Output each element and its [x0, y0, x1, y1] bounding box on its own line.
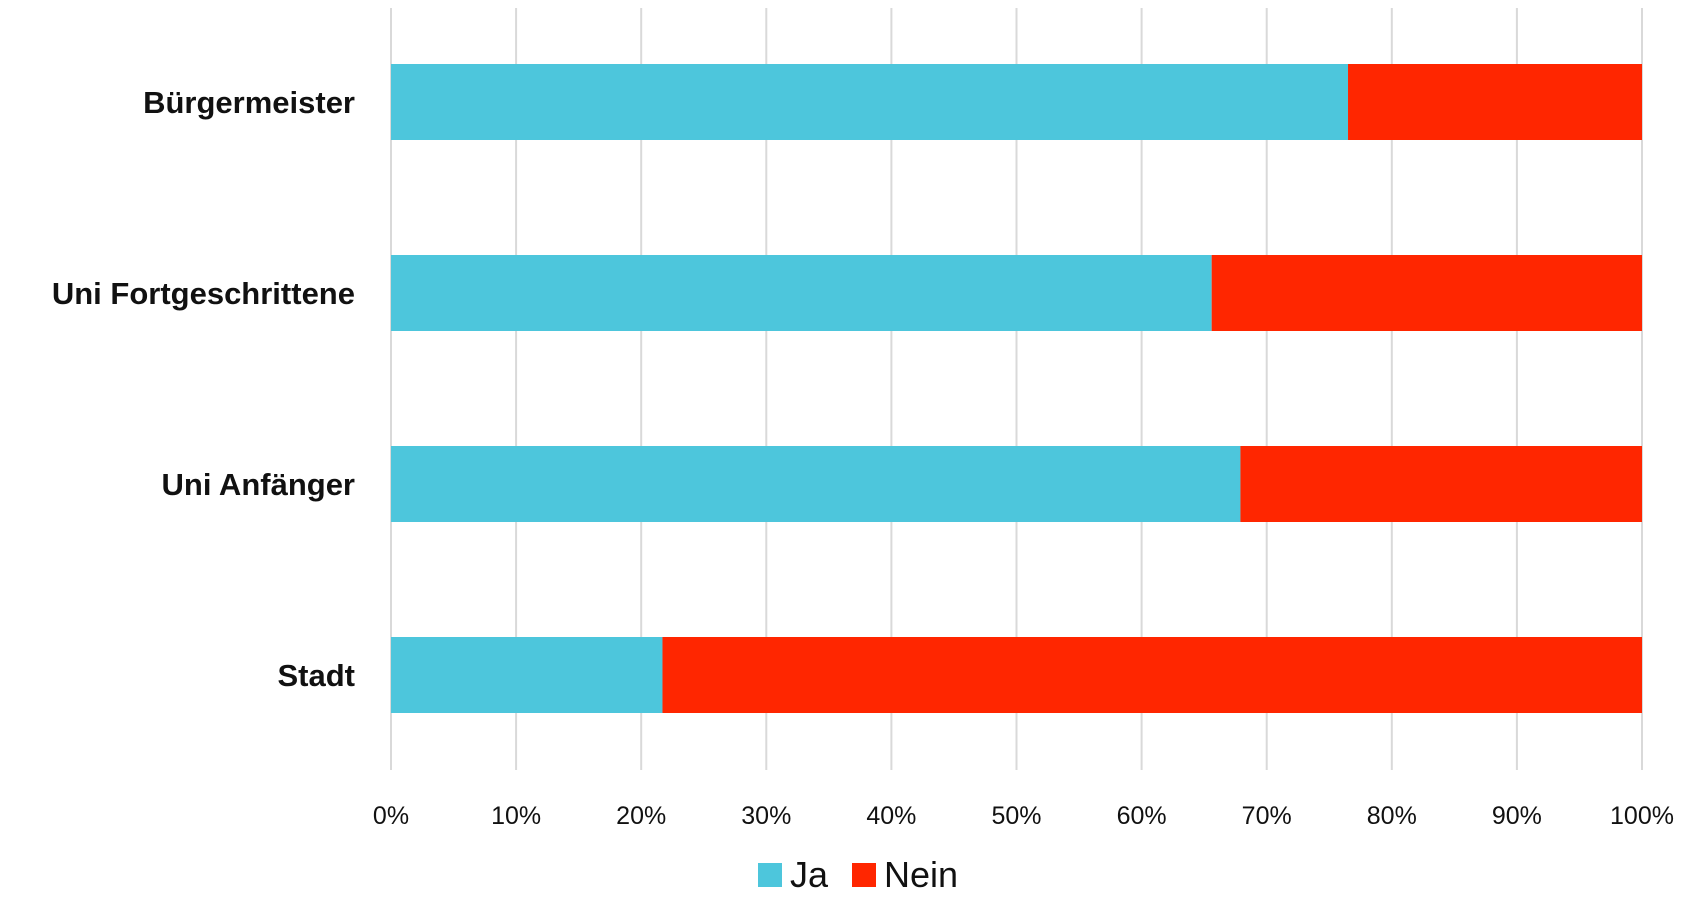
x-tick-label: 60%	[1117, 802, 1167, 830]
bar-segment-ja	[391, 64, 1349, 140]
x-tick-label: 80%	[1367, 802, 1417, 830]
category-label: Stadt	[278, 658, 356, 693]
category-label: Uni Fortgeschrittene	[52, 276, 355, 311]
bar-layer	[391, 64, 1642, 713]
category-label: Bürgermeister	[143, 85, 355, 120]
legend-swatch-ja	[758, 863, 782, 887]
x-tick-label: 0%	[373, 802, 409, 830]
x-tick-label: 30%	[741, 802, 791, 830]
legend-label-ja: Ja	[790, 854, 829, 895]
bar-segment-nein	[1348, 64, 1642, 140]
x-tick-label: 50%	[991, 802, 1041, 830]
legend-swatch-nein	[852, 863, 876, 887]
x-tick-label: 100%	[1610, 802, 1674, 830]
x-tick-labels: 0% 10% 20% 30% 40% 50% 60% 70% 80% 90% 100%	[373, 802, 1674, 830]
legend-label-nein: Nein	[884, 854, 958, 895]
x-tick-label: 70%	[1242, 802, 1292, 830]
bar-segment-ja	[391, 255, 1212, 331]
category-label: Uni Anfänger	[162, 467, 355, 502]
bar-segment-nein	[662, 637, 1642, 713]
x-tick-label: 90%	[1492, 802, 1542, 830]
bar-segment-nein	[1240, 446, 1642, 522]
bar-segment-ja	[391, 446, 1241, 522]
x-tick-label: 10%	[491, 802, 541, 830]
category-labels: Bürgermeister Uni Fortgeschrittene Uni Anf…	[52, 85, 355, 693]
x-tick-label: 40%	[866, 802, 916, 830]
bar-segment-ja	[391, 637, 663, 713]
x-tick-label: 20%	[616, 802, 666, 830]
bar-segment-nein	[1211, 255, 1642, 331]
legend: Ja Nein	[758, 854, 958, 895]
